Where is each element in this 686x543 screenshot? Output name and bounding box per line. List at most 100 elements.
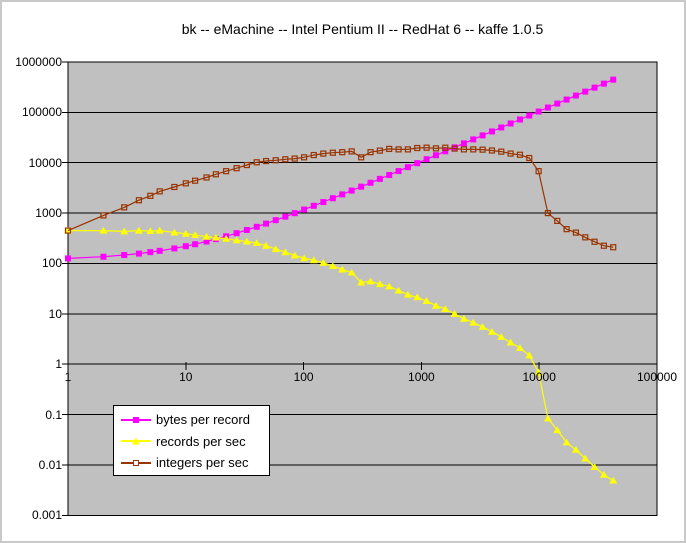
axis-ticks [62, 61, 658, 516]
y-axis-tick-label: 0.1 [45, 407, 62, 422]
data-point-marker [181, 229, 190, 237]
data-point-marker [121, 204, 128, 211]
data-point-marker [252, 239, 261, 246]
data-point-marker [120, 227, 129, 235]
data-point-marker [301, 206, 308, 213]
series-integers-per-sec [64, 144, 617, 251]
y-axis-tick-label: 1000000 [15, 55, 62, 69]
data-point-marker [366, 277, 375, 285]
data-point-marker [339, 191, 346, 198]
data-point-marker [553, 426, 562, 434]
series-line [67, 147, 614, 248]
y-axis-tick-label: 1000 [35, 206, 62, 221]
data-point-marker [134, 226, 143, 234]
data-point-marker [290, 251, 299, 259]
data-point-marker [414, 144, 421, 152]
data-point-marker [202, 232, 211, 240]
integers-series-swatch [121, 457, 151, 469]
data-point-marker [591, 238, 598, 245]
data-point-marker [263, 220, 270, 227]
x-axis-tick-label: 10000 [522, 370, 556, 385]
x-axis-tick-label: 10 [179, 370, 193, 385]
data-point-marker [155, 226, 164, 234]
data-point-marker [192, 241, 199, 248]
x-axis-tick-label: 100 [293, 370, 314, 385]
y-axis-tick-label: 100 [41, 256, 62, 271]
data-point-marker [478, 323, 487, 330]
data-point-marker [347, 268, 356, 276]
data-point-marker [319, 259, 328, 266]
data-point-marker [582, 88, 589, 95]
legend-item-bytes-per-record: bytes per record [121, 409, 269, 431]
data-point-marker [328, 262, 337, 270]
data-point-marker [182, 180, 189, 187]
data-point-marker [498, 148, 505, 155]
data-point-marker [544, 210, 552, 217]
data-point-marker [243, 226, 250, 233]
data-point-marker [301, 154, 308, 161]
data-point-marker [487, 327, 496, 335]
data-point-marker [488, 128, 495, 135]
data-point-marker [253, 223, 260, 230]
data-point-marker [507, 150, 514, 157]
data-point-marker [394, 286, 403, 294]
data-point-marker [422, 297, 431, 304]
data-point-marker [99, 226, 108, 234]
data-point-marker [320, 199, 327, 206]
data-point-marker [170, 228, 179, 236]
data-point-marker [600, 242, 608, 249]
data-point-marker [385, 282, 394, 290]
data-point-marker [320, 150, 327, 157]
data-point-marker [506, 338, 515, 346]
data-point-marker [100, 253, 107, 260]
chart-title: bk -- eMachine -- Intel Pentium II -- Re… [181, 21, 544, 37]
data-point-marker [450, 310, 459, 317]
data-point-marker [242, 237, 251, 245]
data-point-marker [515, 344, 524, 351]
data-point-marker [262, 241, 271, 249]
data-point-marker [156, 188, 163, 195]
data-point-marker [470, 136, 477, 143]
data-point-marker [526, 154, 533, 162]
y-axis-tick-label: 10 [48, 306, 62, 321]
data-point-marker [339, 149, 346, 156]
data-point-marker [479, 146, 486, 153]
data-point-marker [451, 145, 458, 152]
data-point-marker [300, 254, 309, 262]
data-point-marker [403, 290, 412, 298]
data-point-marker [441, 305, 450, 312]
data-point-marker [375, 280, 384, 288]
data-point-marker [135, 197, 143, 204]
data-point-marker [376, 175, 383, 182]
data-point-marker [171, 183, 178, 191]
data-point-marker [171, 245, 178, 252]
data-point-marker [233, 230, 240, 237]
data-point-marker [272, 217, 279, 224]
data-point-marker [460, 146, 468, 153]
data-point-marker [329, 149, 336, 156]
data-point-marker [121, 252, 128, 259]
data-point-marker [223, 168, 230, 175]
y-axis-tick-label: 100000 [21, 105, 62, 120]
filled-triangle-marker-icon [132, 437, 140, 445]
data-point-marker [544, 104, 551, 111]
data-point-marker [272, 157, 279, 164]
data-point-marker [516, 151, 524, 158]
data-point-marker [535, 108, 542, 115]
data-point-marker [338, 265, 347, 273]
data-point-marker [470, 146, 477, 153]
data-point-marker [386, 145, 393, 153]
data-point-marker [282, 213, 289, 220]
data-point-marker [423, 144, 430, 151]
data-point-marker [156, 247, 163, 254]
data-point-marker [469, 318, 478, 326]
records-series-swatch [121, 435, 151, 447]
data-point-marker [395, 146, 402, 153]
data-point-marker [562, 438, 571, 446]
data-point-marker [233, 165, 240, 172]
filled-square-marker-icon [133, 416, 139, 423]
y-axis-tick-label: 1 [55, 357, 62, 372]
data-point-marker [581, 454, 590, 462]
legend-item-integers-per-sec: integers per sec [121, 452, 269, 474]
